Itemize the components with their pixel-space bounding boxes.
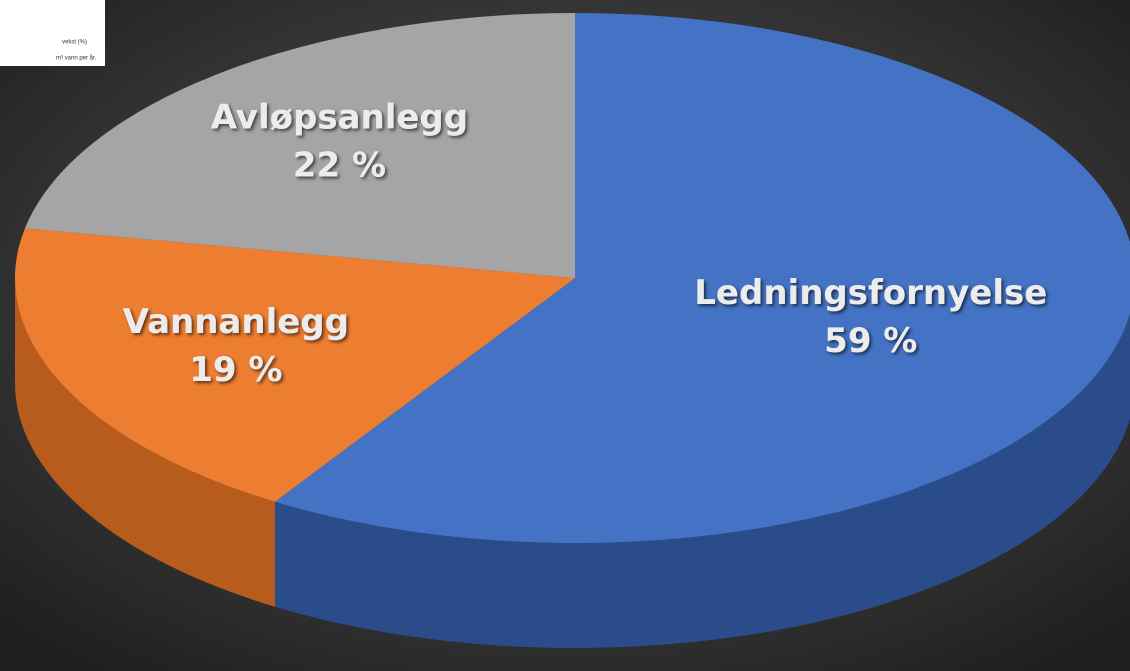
slice-value-label: 19 % [189, 350, 282, 390]
inset-box [0, 0, 105, 66]
labels: Ledningsfornyelse 59 % Vannanlegg 19 % Avløp… [123, 98, 1048, 390]
slice-value-label: 59 % [824, 321, 917, 361]
pie [14, 13, 1130, 648]
slice-value-label: 22 % [293, 146, 386, 186]
slice-label: Ledningsfornyelse [694, 273, 1047, 313]
slice-side [15, 278, 275, 607]
inset-text: m³ vann per år. [56, 55, 97, 62]
slice [14, 228, 576, 502]
slice-label: Vannanlegg [123, 302, 349, 342]
slice-label: Avløpsanlegg [211, 98, 468, 138]
slice [274, 13, 1130, 543]
slice [24, 13, 576, 278]
slice-side [274, 313, 1130, 648]
inset-text: vekst (%) [62, 40, 87, 46]
